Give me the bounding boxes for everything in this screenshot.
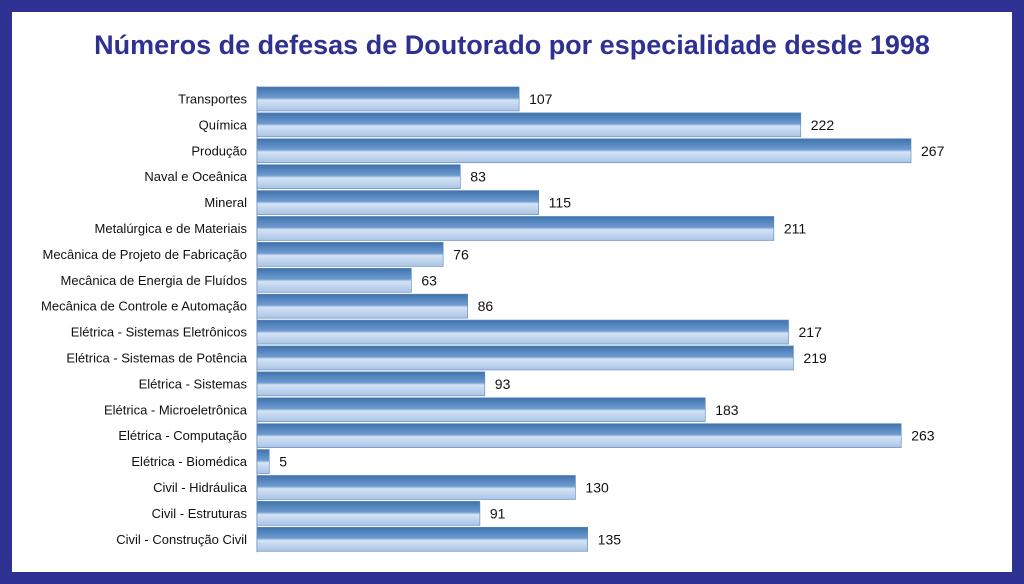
bar bbox=[256, 475, 576, 500]
category-tick-label: Mineral bbox=[204, 195, 247, 210]
data-label: 222 bbox=[811, 117, 835, 133]
bar bbox=[256, 526, 588, 552]
bar bbox=[256, 423, 902, 448]
bar bbox=[256, 242, 444, 267]
bar bbox=[256, 501, 481, 526]
data-label: 91 bbox=[490, 505, 506, 521]
bar bbox=[256, 112, 802, 138]
category-tick-label: Mecânica de Projeto de Fabricação bbox=[42, 247, 247, 262]
category-tick-label: Civil - Construção Civil bbox=[116, 532, 247, 547]
data-label: 135 bbox=[598, 531, 622, 547]
bar bbox=[256, 397, 706, 423]
category-tick-label: Mecânica de Controle e Automação bbox=[41, 299, 247, 314]
bar bbox=[256, 190, 539, 215]
bar bbox=[256, 449, 270, 474]
data-label: 76 bbox=[453, 246, 469, 262]
bar bbox=[256, 293, 468, 319]
category-tick-label: Civil - Estruturas bbox=[152, 506, 248, 521]
category-tick-label: Transportes bbox=[178, 91, 247, 106]
data-label: 263 bbox=[911, 428, 935, 444]
data-label: 183 bbox=[715, 402, 739, 418]
category-tick-label: Química bbox=[199, 117, 248, 132]
data-label: 211 bbox=[784, 220, 807, 236]
data-label: 130 bbox=[585, 479, 609, 495]
category-tick-label: Produção bbox=[191, 143, 247, 158]
category-tick-label: Naval e Oceânica bbox=[144, 169, 247, 184]
data-label: 63 bbox=[421, 272, 437, 288]
data-label: 93 bbox=[495, 376, 511, 392]
category-tick-label: Elétrica - Sistemas bbox=[139, 376, 248, 391]
category-tick-label: Elétrica - Sistemas Eletrônicos bbox=[71, 325, 248, 340]
bar bbox=[256, 138, 912, 164]
data-label: 5 bbox=[279, 454, 287, 470]
data-label: 115 bbox=[549, 195, 572, 211]
category-tick-label: Elétrica - Microeletrônica bbox=[104, 402, 248, 417]
bar bbox=[256, 267, 412, 293]
bar bbox=[256, 86, 520, 112]
bar bbox=[256, 216, 775, 241]
bar bbox=[256, 319, 789, 345]
category-tick-label: Mecânica de Energia de Fluídos bbox=[61, 273, 248, 288]
category-tick-label: Civil - Hidráulica bbox=[153, 480, 248, 495]
data-label: 83 bbox=[470, 169, 486, 185]
category-tick-label: Elétrica - Biomédica bbox=[131, 454, 247, 469]
data-label: 219 bbox=[803, 350, 827, 366]
bar bbox=[256, 164, 461, 189]
data-label: 107 bbox=[529, 91, 553, 107]
data-label: 267 bbox=[921, 143, 945, 159]
category-tick-label: Metalúrgica e de Materiais bbox=[95, 221, 248, 236]
bar bbox=[256, 371, 486, 397]
data-label: 217 bbox=[799, 324, 823, 340]
chart-title: Números de defesas de Doutorado por espe… bbox=[94, 30, 930, 60]
bar bbox=[256, 345, 794, 371]
category-tick-label: Elétrica - Computação bbox=[118, 428, 247, 443]
data-label: 86 bbox=[478, 298, 494, 314]
category-tick-label: Elétrica - Sistemas de Potência bbox=[66, 350, 247, 365]
